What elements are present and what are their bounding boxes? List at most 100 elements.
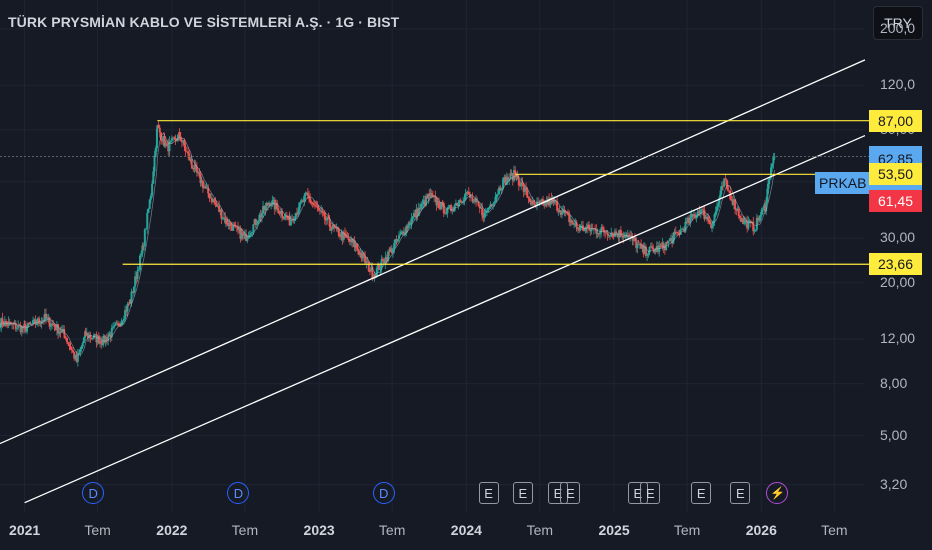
earnings-marker[interactable]: E [512,482,533,504]
candle-body [27,322,30,328]
dividend-marker[interactable]: D [372,482,395,504]
candle-body [465,192,468,194]
candle-body [43,313,46,321]
candle-body [174,138,177,141]
candle-body [320,210,323,212]
candle-body [767,179,770,189]
candle-body [591,228,594,230]
candle-body [436,201,439,206]
candle-body [179,136,182,142]
candle-body [637,244,640,246]
x-tick-label: Tem [821,522,848,538]
candle-body [617,233,620,238]
candle-body [287,217,290,220]
candle-body [578,227,581,231]
candle-body [364,256,367,264]
candle-body [241,232,244,236]
candle-body [204,186,207,188]
candle-body [588,224,591,229]
candle-body [380,259,383,268]
candle-body [515,175,518,178]
candle-body [304,193,307,196]
candle-body [508,178,511,181]
candle-body [259,214,262,218]
dividend-marker[interactable]: D [227,482,250,504]
candle-body [141,245,144,254]
candle-body [164,143,167,147]
candle-body [85,332,88,336]
candle-body [574,223,577,225]
x-tick-label: Tem [84,522,111,538]
candle-body [527,197,530,199]
candle-body [663,248,666,251]
candle-body [251,232,254,234]
candle-body [740,218,743,223]
candle-body [569,219,572,223]
candle-body [366,261,369,263]
candle-body [487,208,490,212]
y-tick-label: 5,00 [880,426,908,443]
candle-body [451,210,454,212]
candle-body [655,246,658,249]
earnings-marker[interactable]: E [691,482,712,504]
candle-body [111,327,114,329]
candle-body [538,201,541,203]
candle-body [448,205,451,208]
candle-body [622,235,625,238]
earnings-marker[interactable]: E [547,482,568,504]
candle-body [210,197,213,203]
earnings-marker[interactable]: E [560,482,581,504]
currency-button[interactable]: TRY [873,6,923,40]
dividend-marker[interactable]: D [82,482,105,504]
candle-body [723,178,726,187]
candle-body [147,208,150,213]
candle-body [459,200,462,202]
candle-body [671,238,674,244]
candle-body [597,233,600,235]
candle-body [372,278,375,280]
earnings-marker[interactable]: E [478,482,499,504]
candle-body [121,320,124,322]
candle-body [415,208,418,218]
candle-body [283,217,286,219]
earnings-marker[interactable]: E [640,482,661,504]
candle-body [331,224,334,230]
news-marker[interactable]: ⚡ [766,482,789,504]
candle-body [523,187,526,192]
candle-body [381,259,384,260]
candle-body [365,261,368,264]
candle-body [103,336,106,343]
candle-body [430,193,433,196]
candle-body [746,220,749,229]
candle-body [643,246,646,254]
candle-body [685,221,688,223]
candle-body [724,178,727,180]
candle-body [418,207,421,210]
candle-body [63,334,66,338]
candle-body [227,224,230,226]
candle-body [463,199,466,202]
candle-body [677,232,680,234]
candle-body [11,323,14,325]
candle-body [377,264,380,269]
candle-body [460,201,463,203]
candle-body [752,221,755,232]
candle-body [742,218,745,224]
candle-body [674,231,677,233]
candle-body [163,135,166,147]
candle-body [52,323,55,326]
candle-body [170,138,173,141]
candle-body [379,267,382,270]
earnings-marker[interactable]: E [730,482,751,504]
candle-body [399,234,402,236]
candle-body [682,228,685,230]
candle-body [30,324,33,325]
candle-body [401,231,404,233]
candle-body [6,323,9,326]
candle-body [32,320,35,325]
candle-body [127,304,130,305]
candle-body [159,132,162,140]
candle-body [728,190,731,192]
earnings-marker[interactable]: E [627,482,648,504]
